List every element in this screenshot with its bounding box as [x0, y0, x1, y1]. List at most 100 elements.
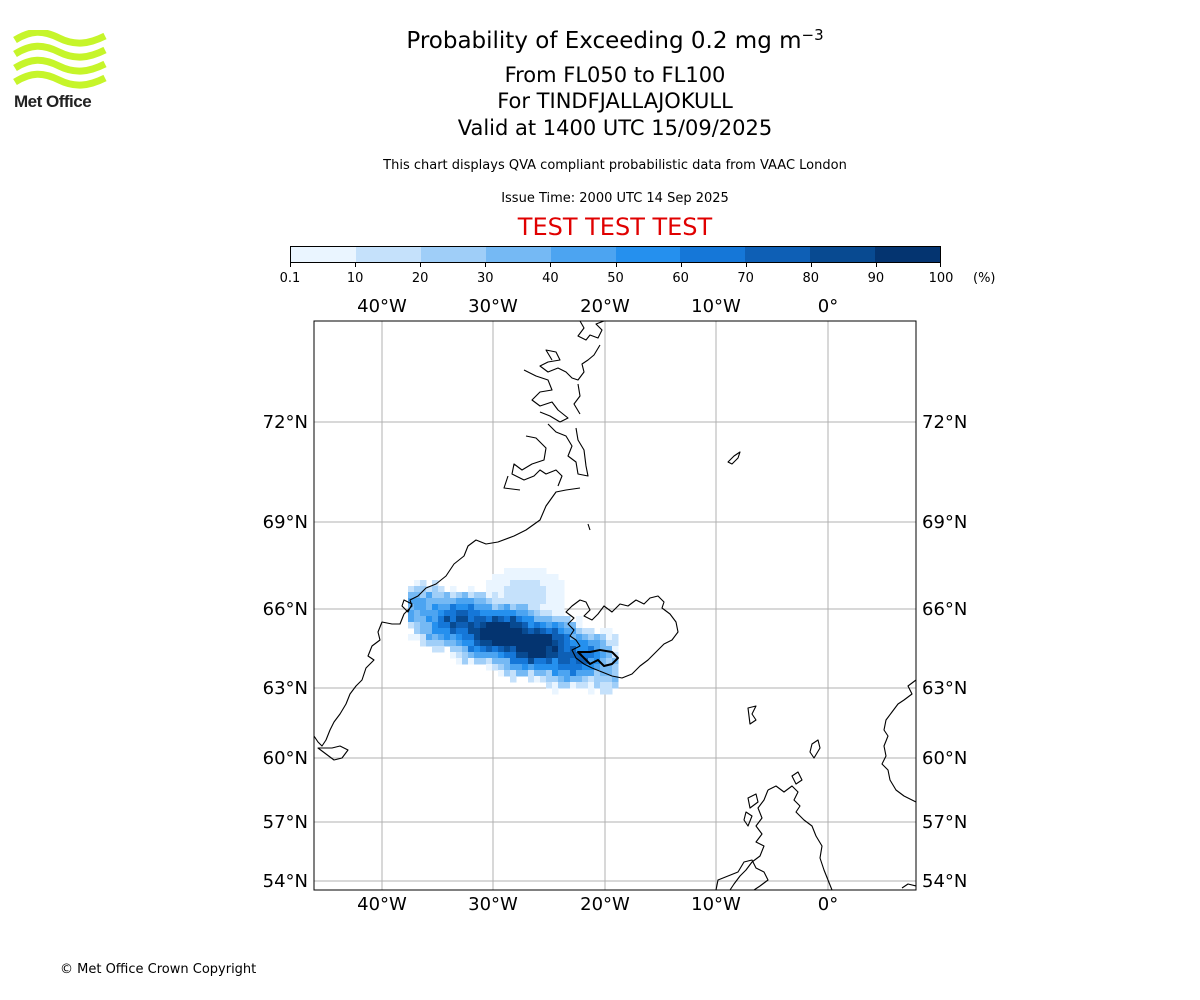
ash-probability-cell: [552, 634, 559, 641]
lat-label-right-63n: 63°N: [922, 678, 967, 699]
ash-probability-cell: [576, 676, 583, 683]
ash-probability-cell: [534, 664, 541, 671]
ash-probability-cell: [420, 580, 427, 587]
chart-title-text: Probability of Exceeding 0.2 mg m: [406, 28, 802, 54]
ash-probability-cell: [480, 616, 487, 623]
ash-probability-cell: [546, 616, 553, 623]
ash-probability-cell: [462, 658, 469, 665]
ash-probability-cell: [522, 658, 529, 665]
ash-probability-cell: [414, 628, 421, 635]
ash-probability-cell: [528, 676, 535, 683]
ash-probability-cell: [480, 628, 487, 635]
ash-probability-cell: [420, 604, 427, 611]
ash-probability-cell: [486, 640, 493, 647]
ash-probability-cell: [510, 598, 517, 605]
ash-probability-cell: [516, 586, 523, 593]
ash-probability-cell: [546, 652, 553, 659]
ash-probability-cell: [588, 628, 595, 635]
ash-probability-cell: [558, 658, 565, 665]
ash-probability-cell: [564, 628, 571, 635]
ash-probability-cell: [510, 574, 517, 581]
ash-probability-cell: [486, 580, 493, 587]
ash-probability-cell: [552, 592, 559, 599]
ash-probability-cell: [474, 634, 481, 641]
ash-probability-cell: [498, 664, 505, 671]
colorbar-tick: [485, 263, 487, 267]
ash-probability-cell: [426, 640, 433, 647]
flight-levels-label: From FL050 to FL100: [504, 63, 726, 87]
ash-probability-cell: [510, 622, 517, 629]
ash-probability-cell: [504, 574, 511, 581]
ash-probability-cell: [528, 568, 535, 575]
ash-probability-cell: [552, 616, 559, 623]
ash-probability-cell: [504, 580, 511, 587]
ash-probability-cell: [594, 670, 601, 677]
ash-probability-cell: [414, 586, 421, 593]
ash-probability-cell: [564, 676, 571, 683]
colorbar-tick-label: 60: [672, 271, 689, 286]
ash-probability-cell: [534, 568, 541, 575]
ash-probability-cell: [540, 616, 547, 623]
ash-probability-cell: [474, 646, 481, 653]
ash-probability-cell: [486, 628, 493, 635]
ash-probability-cell: [606, 646, 613, 653]
ash-probability-cell: [540, 604, 547, 611]
ash-probability-cell: [552, 640, 559, 647]
ash-probability-cell: [510, 634, 517, 641]
ash-probability-cell: [606, 640, 613, 647]
ash-probability-cell: [528, 640, 535, 647]
denmark-coastline: [901, 883, 916, 889]
ash-probability-cell: [444, 640, 451, 647]
ash-probability-cell: [504, 628, 511, 635]
ash-probability-cell: [540, 652, 547, 659]
ash-probability-cell: [474, 628, 481, 635]
ash-probability-cell: [570, 682, 577, 689]
ash-probability-cell: [600, 676, 607, 683]
ash-probability-cell: [534, 670, 541, 677]
ash-probability-cell: [492, 658, 499, 665]
ash-probability-cell: [552, 682, 559, 689]
ash-probability-cell: [564, 616, 571, 623]
ash-probability-cell: [492, 580, 499, 587]
ash-probability-cell: [570, 670, 577, 677]
ash-probability-cell: [522, 574, 529, 581]
ash-probability-cell: [582, 676, 589, 683]
ash-probability-cell: [432, 604, 439, 611]
ash-probability-cell: [462, 592, 469, 599]
ash-probability-cell: [420, 592, 427, 599]
lon-label-top-10w: 10°W: [691, 296, 741, 317]
colorbar-segment: [810, 247, 876, 262]
ash-probability-cell: [534, 652, 541, 659]
norway-coastline: [881, 679, 916, 803]
colorbar-segment: [615, 247, 681, 262]
iceland-coastline: [565, 595, 679, 679]
ash-probability-cell: [540, 628, 547, 635]
colorbar-segment: [485, 247, 551, 262]
ash-probability-cell: [546, 592, 553, 599]
ash-probability-cell: [552, 604, 559, 611]
ash-probability-cell: [516, 610, 523, 617]
ash-probability-cell: [516, 664, 523, 671]
ash-probability-cell: [474, 592, 481, 599]
ash-probability-cell: [534, 604, 541, 611]
ash-probability-cell: [582, 664, 589, 671]
ash-probability-cell: [582, 634, 589, 641]
ash-probability-cell: [420, 634, 427, 641]
ash-probability-cell: [540, 598, 547, 605]
logo-text: Met Office: [14, 92, 92, 111]
ash-probability-cell: [612, 634, 619, 641]
ash-probability-cell: [432, 640, 439, 647]
ash-probability-cell: [450, 646, 457, 653]
colorbar-tick: [290, 263, 291, 267]
ash-probability-cell: [450, 628, 457, 635]
ash-probability-cell: [468, 646, 475, 653]
ash-probability-cell: [600, 688, 607, 695]
ash-probability-cell: [594, 634, 601, 641]
ash-probability-cell: [600, 646, 607, 653]
ash-probability-cell: [468, 610, 475, 617]
ash-probability-cell: [510, 664, 517, 671]
ash-probability-cell: [552, 664, 559, 671]
ash-probability-cell: [534, 616, 541, 623]
ash-probability-cell: [612, 646, 619, 653]
ash-probability-cell: [552, 586, 559, 593]
